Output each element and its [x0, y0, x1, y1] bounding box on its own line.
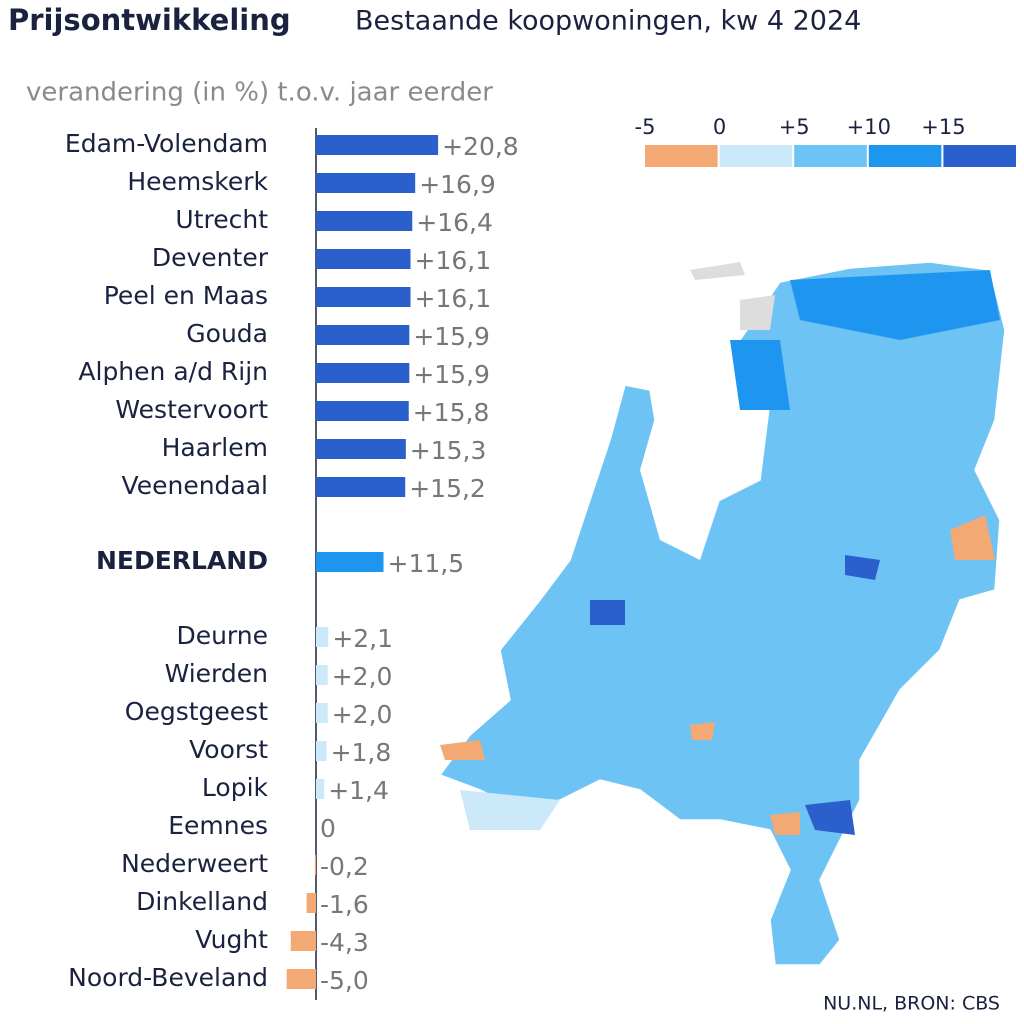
category-label: Eemnes: [168, 811, 268, 840]
category-label: Westervoort: [115, 395, 268, 424]
value-label: +16,1: [415, 284, 492, 313]
bar: [316, 363, 410, 383]
legend-swatch: [719, 145, 793, 167]
value-label: +11,5: [388, 549, 465, 578]
chart-subtitle: Bestaande koopwoningen, kw 4 2024: [355, 6, 861, 37]
category-label: Utrecht: [175, 205, 268, 234]
category-label: Noord-Beveland: [68, 963, 268, 992]
axis-label: verandering (in %) t.o.v. jaar eerder: [26, 78, 493, 108]
category-label: Deurne: [176, 621, 268, 650]
value-label: +1,4: [328, 776, 389, 805]
bar: [316, 665, 328, 685]
value-label: +20,8: [442, 132, 519, 161]
legend-tick-label: +15: [921, 115, 965, 139]
bar: [316, 477, 406, 497]
map-region: [805, 800, 855, 835]
category-label: Peel en Maas: [104, 281, 268, 310]
map-region: [440, 740, 485, 760]
value-label: +2,1: [332, 624, 393, 653]
legend-tick-label: +10: [847, 115, 891, 139]
legend-swatch: [943, 145, 1016, 167]
category-label: Edam-Volendam: [65, 129, 268, 158]
category-label: Oegstgeest: [125, 697, 268, 726]
category-label: NEDERLAND: [96, 546, 268, 575]
value-label: +16,1: [415, 246, 492, 275]
value-label: +15,2: [409, 474, 486, 503]
bar: [316, 173, 416, 193]
legend-swatch: [868, 145, 942, 167]
bar: [314, 855, 316, 875]
value-label: +2,0: [332, 700, 393, 729]
category-label: Voorst: [189, 735, 268, 764]
bar: [316, 135, 439, 155]
map-region: [730, 340, 790, 410]
legend-tick-label: 0: [713, 115, 726, 139]
map-region: [950, 515, 995, 560]
bar: [316, 439, 406, 459]
bar: [316, 249, 411, 269]
value-label: +15,9: [413, 360, 490, 389]
value-label: +16,4: [416, 208, 493, 237]
category-label: Alphen a/d Rijn: [78, 357, 268, 386]
bar: [316, 211, 413, 231]
value-label: -0,2: [320, 852, 369, 881]
value-label: +1,8: [331, 738, 392, 767]
bar: [316, 741, 327, 761]
bar: [316, 703, 328, 723]
value-label: -1,6: [320, 890, 369, 919]
bar: [290, 931, 316, 951]
bar: [316, 552, 384, 572]
legend-tick-label: -5: [635, 115, 656, 139]
value-label: 0: [320, 814, 336, 843]
source: NU.NL, BRON: CBS: [823, 993, 1000, 1015]
legend-swatch: [794, 145, 867, 167]
category-label: Haarlem: [162, 433, 268, 462]
bar: [286, 969, 316, 989]
map-water: [640, 400, 760, 560]
value-label: +15,9: [413, 322, 490, 351]
category-label: Nederweert: [121, 849, 268, 878]
map-region: [690, 722, 715, 740]
category-label: Heemskerk: [127, 167, 268, 196]
category-label: Lopik: [202, 773, 269, 802]
category-label: Deventer: [152, 243, 269, 272]
legend-swatch: [645, 145, 718, 167]
bar: [316, 627, 329, 647]
map-island: [690, 262, 775, 330]
map-region: [845, 555, 880, 580]
legend-tick-label: +5: [779, 115, 810, 139]
map-region: [590, 600, 625, 625]
map: [438, 261, 1006, 966]
chart-title: Prijsontwikkeling: [8, 3, 291, 37]
category-label: Veenendaal: [122, 471, 268, 500]
bar: [316, 325, 410, 345]
category-label: Wierden: [165, 659, 268, 688]
bar: [316, 401, 409, 421]
bar: [316, 779, 325, 799]
category-label: Gouda: [186, 319, 268, 348]
value-label: +15,3: [410, 436, 487, 465]
category-label: Dinkelland: [136, 887, 268, 916]
value-label: +15,8: [413, 398, 490, 427]
value-label: +2,0: [332, 662, 393, 691]
bar: [316, 287, 411, 307]
map-region: [460, 790, 560, 830]
category-label: Vught: [195, 925, 268, 954]
value-label: -4,3: [320, 928, 369, 957]
map-land: [438, 261, 1006, 966]
value-label: +16,9: [419, 170, 496, 199]
map-region: [770, 812, 800, 835]
map-region: [790, 270, 1000, 340]
value-label: -5,0: [320, 966, 369, 995]
bar: [306, 893, 316, 913]
